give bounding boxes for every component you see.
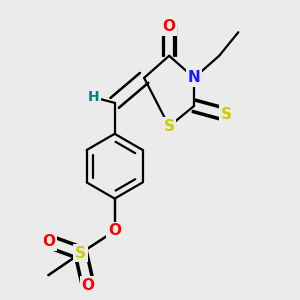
Text: O: O [82,278,95,293]
Text: S: S [221,107,232,122]
Text: H: H [88,90,100,104]
Text: N: N [188,70,200,86]
Text: O: O [42,234,55,249]
Text: S: S [75,246,86,261]
Text: O: O [108,224,121,238]
Text: S: S [164,119,175,134]
Text: O: O [163,19,176,34]
